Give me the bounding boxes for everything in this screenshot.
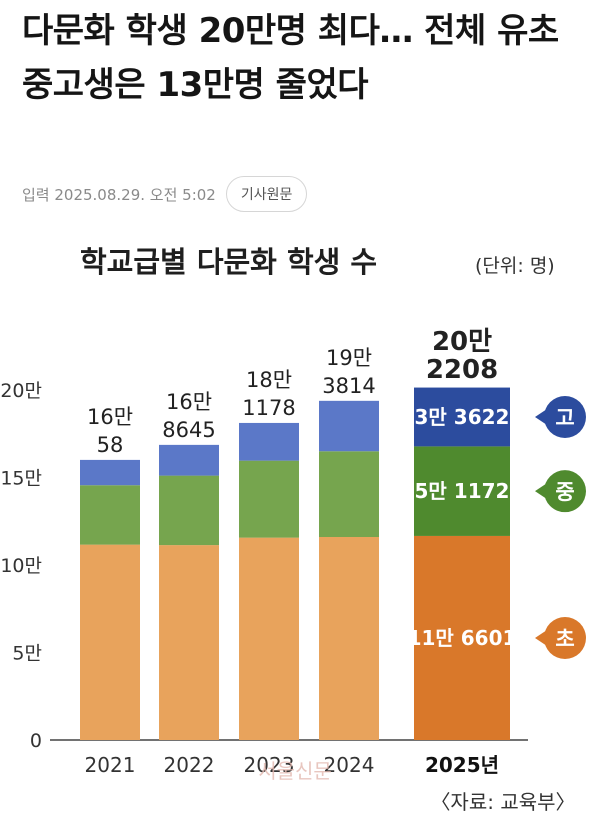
badge-pointer bbox=[535, 629, 547, 646]
source-note: 〈자료: 교육부〉 bbox=[430, 790, 575, 814]
bar-segment-초 bbox=[239, 537, 299, 740]
y-tick-label: 15만 bbox=[0, 468, 42, 490]
bar-segment-중 bbox=[239, 460, 299, 538]
bar-segment-고 bbox=[414, 387, 510, 447]
total-label: 1178 bbox=[242, 396, 295, 420]
bar-segment-고 bbox=[319, 400, 379, 452]
unit-note: (단위: 명) bbox=[475, 255, 555, 277]
y-tick-label: 10만 bbox=[0, 555, 42, 577]
bar-segment-고 bbox=[159, 444, 219, 476]
bar-segment-중 bbox=[414, 446, 510, 536]
bar-segment-중 bbox=[319, 451, 379, 537]
total-label: 16만 bbox=[87, 405, 133, 429]
bar-segment-고 bbox=[239, 422, 299, 461]
badge-pointer bbox=[535, 408, 547, 425]
y-tick-label: 20만 bbox=[0, 380, 42, 402]
multicultural-students-chart: 학교급별 다문화 학생 수 (단위: 명) 0 5만 10만 15만 20만 2021 16만 5… bbox=[0, 245, 586, 814]
publish-date: 입력 2025.08.29. 오전 5:02 bbox=[22, 185, 216, 204]
chart-title: 학교급별 다문화 학생 수 bbox=[80, 245, 377, 279]
total-label: 8645 bbox=[162, 418, 215, 442]
bar-segment-중 bbox=[159, 475, 219, 546]
y-tick-label: 5만 bbox=[12, 643, 42, 665]
article-headline: 다문화 학생 20만명 최다… 전체 유초중고생은 13만명 줄었다 bbox=[22, 11, 559, 105]
bar-segment-초 bbox=[414, 535, 510, 740]
bar-segment-초 bbox=[319, 537, 379, 740]
total-label: 18만 bbox=[246, 368, 292, 392]
level-badge-label: 고 bbox=[555, 406, 574, 430]
segment-value-label: 11만 6601 bbox=[408, 626, 517, 650]
bar-segment-초 bbox=[80, 544, 140, 740]
level-badge-label: 초 bbox=[555, 627, 574, 651]
watermark: 서울신문 bbox=[258, 759, 332, 783]
bar-segment-초 bbox=[159, 545, 219, 740]
total-label: 2208 bbox=[426, 355, 498, 385]
bar-segment-고 bbox=[80, 459, 140, 486]
level-badge bbox=[544, 470, 586, 513]
segment-value-label: 3만 3622 bbox=[415, 405, 510, 429]
original-article-button[interactable]: 기사원문 bbox=[225, 176, 308, 212]
level-badge bbox=[544, 616, 586, 659]
x-tick-label: 2025년 bbox=[425, 753, 499, 777]
x-tick-label: 2024 bbox=[324, 753, 375, 777]
article-meta: 입력 2025.08.29. 오전 5:02 기사원문 bbox=[22, 176, 308, 212]
chart-image: 학교급별 다문화 학생 수 (단위: 명) 0 5만 10만 15만 20만 2021 16만 5… bbox=[0, 232, 600, 821]
x-tick-label: 2021 bbox=[85, 753, 136, 777]
total-label: 58 bbox=[97, 433, 124, 457]
total-label: 19만 bbox=[326, 346, 372, 370]
total-label: 20만 bbox=[432, 327, 492, 357]
total-label: 16만 bbox=[166, 390, 212, 414]
y-tick-label: 0 bbox=[30, 730, 42, 752]
x-tick-label: 2023 bbox=[244, 753, 295, 777]
level-badge bbox=[544, 395, 586, 438]
badge-pointer bbox=[535, 483, 547, 500]
level-badge-label: 중 bbox=[555, 480, 574, 504]
total-label: 3814 bbox=[322, 374, 375, 398]
x-tick-label: 2022 bbox=[164, 753, 215, 777]
segment-value-label: 5만 1172 bbox=[415, 479, 510, 503]
bar-segment-중 bbox=[80, 485, 140, 545]
